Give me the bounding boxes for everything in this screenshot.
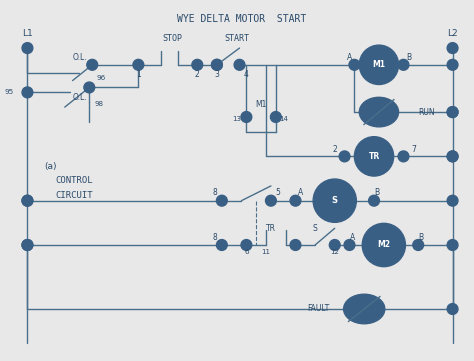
Circle shape <box>362 223 405 267</box>
Circle shape <box>265 195 276 206</box>
Circle shape <box>447 151 458 162</box>
Text: O.L.: O.L. <box>72 53 87 62</box>
Text: 8: 8 <box>212 188 217 197</box>
Circle shape <box>87 60 98 70</box>
Text: 14: 14 <box>279 116 288 122</box>
Circle shape <box>241 240 252 251</box>
Circle shape <box>217 240 227 251</box>
Text: 1: 1 <box>136 70 141 79</box>
Text: B: B <box>374 188 380 197</box>
Circle shape <box>447 60 458 70</box>
Circle shape <box>313 179 356 222</box>
Text: 12: 12 <box>330 249 339 255</box>
Circle shape <box>271 112 281 122</box>
Circle shape <box>22 87 33 98</box>
Circle shape <box>369 195 379 206</box>
Ellipse shape <box>344 294 385 324</box>
Text: CIRCUIT: CIRCUIT <box>56 191 93 200</box>
Text: 3: 3 <box>215 70 219 79</box>
Text: M1: M1 <box>255 100 267 109</box>
Circle shape <box>22 240 33 251</box>
Circle shape <box>22 195 33 206</box>
Circle shape <box>22 240 33 251</box>
Text: A: A <box>347 53 352 62</box>
Text: 5: 5 <box>276 188 281 197</box>
Text: S: S <box>313 224 318 233</box>
Text: RUN: RUN <box>418 108 435 117</box>
Circle shape <box>211 60 222 70</box>
Circle shape <box>22 195 33 206</box>
Text: 11: 11 <box>262 249 271 255</box>
Text: S: S <box>332 196 338 205</box>
Text: O.L.: O.L. <box>72 93 87 102</box>
Circle shape <box>84 82 95 93</box>
Circle shape <box>447 106 458 117</box>
Text: L2: L2 <box>447 29 458 38</box>
Circle shape <box>22 43 33 53</box>
Text: 2: 2 <box>332 145 337 154</box>
Text: TR: TR <box>368 152 380 161</box>
Circle shape <box>290 195 301 206</box>
Circle shape <box>413 240 424 251</box>
Text: STOP: STOP <box>163 34 183 43</box>
Text: A: A <box>298 188 303 197</box>
Circle shape <box>344 240 355 251</box>
Circle shape <box>447 195 458 206</box>
Text: 6: 6 <box>244 249 249 255</box>
Circle shape <box>290 240 301 251</box>
Circle shape <box>234 60 245 70</box>
Text: WYE DELTA MOTOR  START: WYE DELTA MOTOR START <box>177 13 306 23</box>
Text: CONTROL: CONTROL <box>56 177 93 186</box>
Text: A: A <box>350 232 355 242</box>
Circle shape <box>339 151 350 162</box>
Circle shape <box>211 60 222 70</box>
Text: 13: 13 <box>232 116 241 122</box>
Text: L1: L1 <box>22 29 33 38</box>
Text: 2: 2 <box>195 70 200 79</box>
Text: TR: TR <box>266 224 276 233</box>
Text: B: B <box>406 53 411 62</box>
Text: 7: 7 <box>411 145 416 154</box>
Circle shape <box>329 240 340 251</box>
Text: M2: M2 <box>377 240 390 249</box>
Text: 96: 96 <box>96 75 105 81</box>
Text: B: B <box>419 232 424 242</box>
Circle shape <box>217 195 227 206</box>
Circle shape <box>447 43 458 53</box>
Text: 95: 95 <box>4 90 14 95</box>
Circle shape <box>359 45 399 84</box>
Circle shape <box>447 240 458 251</box>
Circle shape <box>447 151 458 162</box>
Text: START: START <box>224 34 249 43</box>
Circle shape <box>241 112 252 122</box>
Ellipse shape <box>359 97 399 127</box>
Text: FAULT: FAULT <box>308 304 330 313</box>
Circle shape <box>398 60 409 70</box>
Text: 8: 8 <box>212 232 217 242</box>
Text: M1: M1 <box>373 60 385 69</box>
Circle shape <box>398 151 409 162</box>
Circle shape <box>349 60 360 70</box>
Circle shape <box>355 137 393 176</box>
Circle shape <box>447 106 458 117</box>
Circle shape <box>447 304 458 314</box>
Text: 98: 98 <box>94 101 103 107</box>
Circle shape <box>192 60 203 70</box>
Circle shape <box>133 60 144 70</box>
Text: (a): (a) <box>44 162 56 171</box>
Text: 4: 4 <box>244 70 249 79</box>
